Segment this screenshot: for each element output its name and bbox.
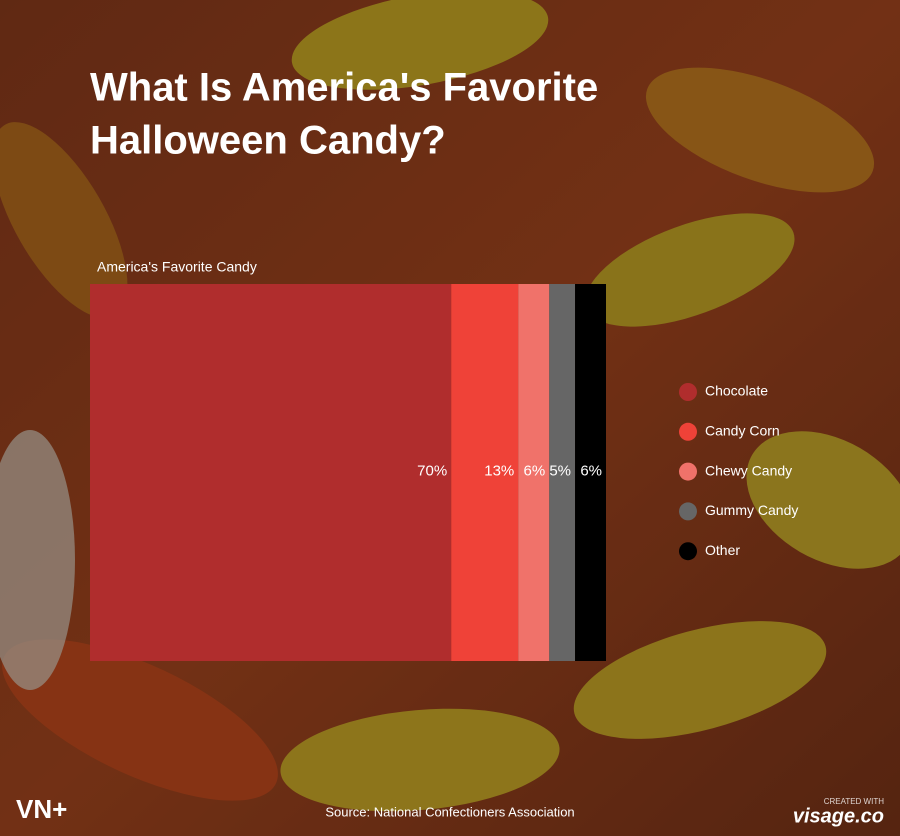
legend-swatch — [679, 383, 697, 401]
logo: VN+ — [16, 794, 67, 824]
legend-label: Chocolate — [705, 383, 768, 399]
bar-segment — [518, 284, 550, 661]
legend-swatch — [679, 502, 697, 521]
legend-swatch — [679, 462, 697, 481]
chart-subtitle: America's Favorite Candy — [97, 259, 257, 275]
brand: visage.co — [793, 805, 884, 827]
title-line: Halloween Candy? — [90, 119, 446, 163]
data-label: 5% — [549, 462, 571, 479]
title-line: What Is America's Favorite — [90, 66, 598, 110]
legend-swatch — [679, 422, 697, 441]
legend-label: Chewy Candy — [705, 462, 792, 478]
data-label: 6% — [580, 462, 602, 479]
data-label: 6% — [524, 462, 546, 479]
source: Source: National Confectioners Associati… — [325, 804, 574, 819]
legend-label: Gummy Candy — [705, 502, 798, 518]
bar-segment — [549, 284, 576, 661]
data-label: 70% — [417, 462, 447, 479]
legend-label: Candy Corn — [705, 423, 780, 439]
bar-segment — [575, 284, 606, 661]
credit: CREATED WITH — [824, 797, 885, 806]
legend-swatch — [679, 542, 697, 561]
bar-segment — [451, 284, 519, 661]
bar-segment — [90, 284, 452, 661]
legend-label: Other — [705, 542, 740, 558]
data-label: 13% — [484, 462, 514, 479]
